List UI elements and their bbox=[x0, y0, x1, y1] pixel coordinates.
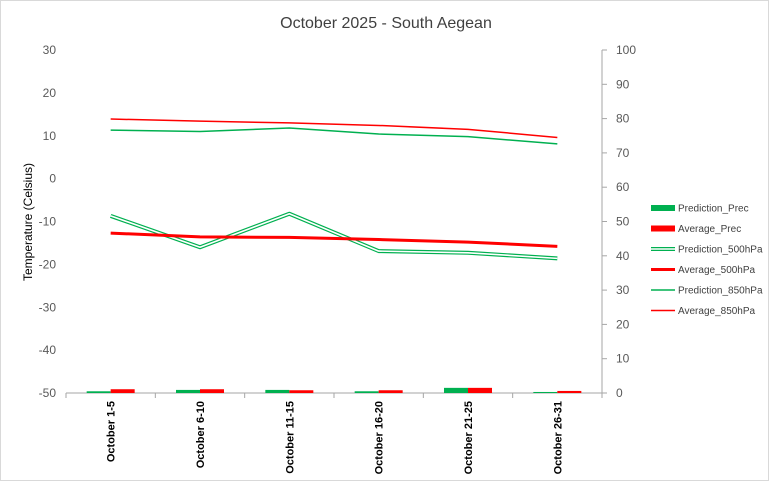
x-category-label: October 21-25 bbox=[463, 401, 475, 474]
line-Prediction_500hPa-inner bbox=[110, 212, 558, 260]
y-axis-label: Temperature (Celsius) bbox=[21, 163, 35, 281]
y-right-tick-label: 100 bbox=[616, 43, 636, 57]
y-right-tick-label: 40 bbox=[616, 249, 630, 263]
line-Average_850hPa bbox=[110, 118, 558, 139]
x-category-label: October 11-15 bbox=[284, 401, 296, 474]
legend: Prediction_Prec Average_Prec Prediction_50… bbox=[651, 204, 763, 317]
legend-label: Prediction_850hPa bbox=[678, 286, 763, 297]
bar-Prediction_Prec bbox=[86, 391, 111, 393]
y-right-tick-label: 50 bbox=[616, 215, 630, 229]
bar-Average_Prec bbox=[557, 390, 582, 393]
axes-group: 3020100-10-20-30-40-50100908070605040302… bbox=[39, 43, 637, 474]
y-left-tick-label: 0 bbox=[49, 172, 56, 186]
line-Prediction_850hPa bbox=[110, 127, 558, 145]
bar-Prediction_Prec bbox=[265, 389, 290, 393]
bars-group bbox=[86, 387, 582, 393]
x-category-label: October 16-20 bbox=[374, 401, 386, 474]
bar-Average_Prec bbox=[468, 387, 492, 393]
legend-label: Average_850hPa bbox=[678, 306, 756, 317]
bar-Average_Prec bbox=[200, 389, 224, 393]
y-right-tick-label: 90 bbox=[616, 77, 630, 91]
bar-Prediction_Prec bbox=[444, 387, 468, 393]
y-left-tick-label: 30 bbox=[43, 43, 57, 57]
bar-Average_Prec bbox=[378, 390, 403, 393]
y-left-tick-label: -50 bbox=[39, 386, 57, 400]
x-category-label: October 1-5 bbox=[106, 401, 118, 462]
y-right-tick-label: 60 bbox=[616, 180, 630, 194]
legend-swatch bbox=[651, 225, 675, 232]
bar-Prediction_Prec bbox=[176, 389, 200, 393]
bar-Prediction_Prec bbox=[533, 391, 558, 393]
legend-label: Prediction_500hPa bbox=[678, 245, 763, 256]
y-right-tick-label: 70 bbox=[616, 146, 630, 160]
y-right-tick-label: 80 bbox=[616, 112, 630, 126]
bar-Prediction_Prec bbox=[354, 391, 379, 393]
legend-label: Average_Prec bbox=[678, 224, 741, 235]
y-right-tick-label: 20 bbox=[616, 317, 630, 331]
x-category-label: October 6-10 bbox=[195, 401, 207, 468]
y-left-tick-label: -30 bbox=[39, 300, 57, 314]
chart-title: October 2025 - South Aegean bbox=[280, 15, 492, 32]
y-right-tick-label: 30 bbox=[616, 283, 630, 297]
y-left-tick-label: 10 bbox=[43, 129, 57, 143]
y-left-tick-label: 20 bbox=[43, 86, 57, 100]
bar-Average_Prec bbox=[110, 389, 135, 393]
line-Average_500hPa bbox=[110, 231, 558, 248]
bar-Average_Prec bbox=[289, 390, 314, 393]
x-category-label: October 26-31 bbox=[552, 401, 564, 474]
legend-swatch bbox=[651, 205, 675, 211]
lines-group bbox=[110, 118, 558, 261]
y-right-tick-label: 0 bbox=[616, 386, 623, 400]
y-left-tick-label: -10 bbox=[39, 215, 57, 229]
y-left-tick-label: -20 bbox=[39, 257, 57, 271]
y-right-tick-label: 10 bbox=[616, 352, 630, 366]
y-left-tick-label: -40 bbox=[39, 343, 57, 357]
legend-label: Prediction_Prec bbox=[678, 204, 749, 215]
legend-label: Average_500hPa bbox=[678, 265, 756, 276]
